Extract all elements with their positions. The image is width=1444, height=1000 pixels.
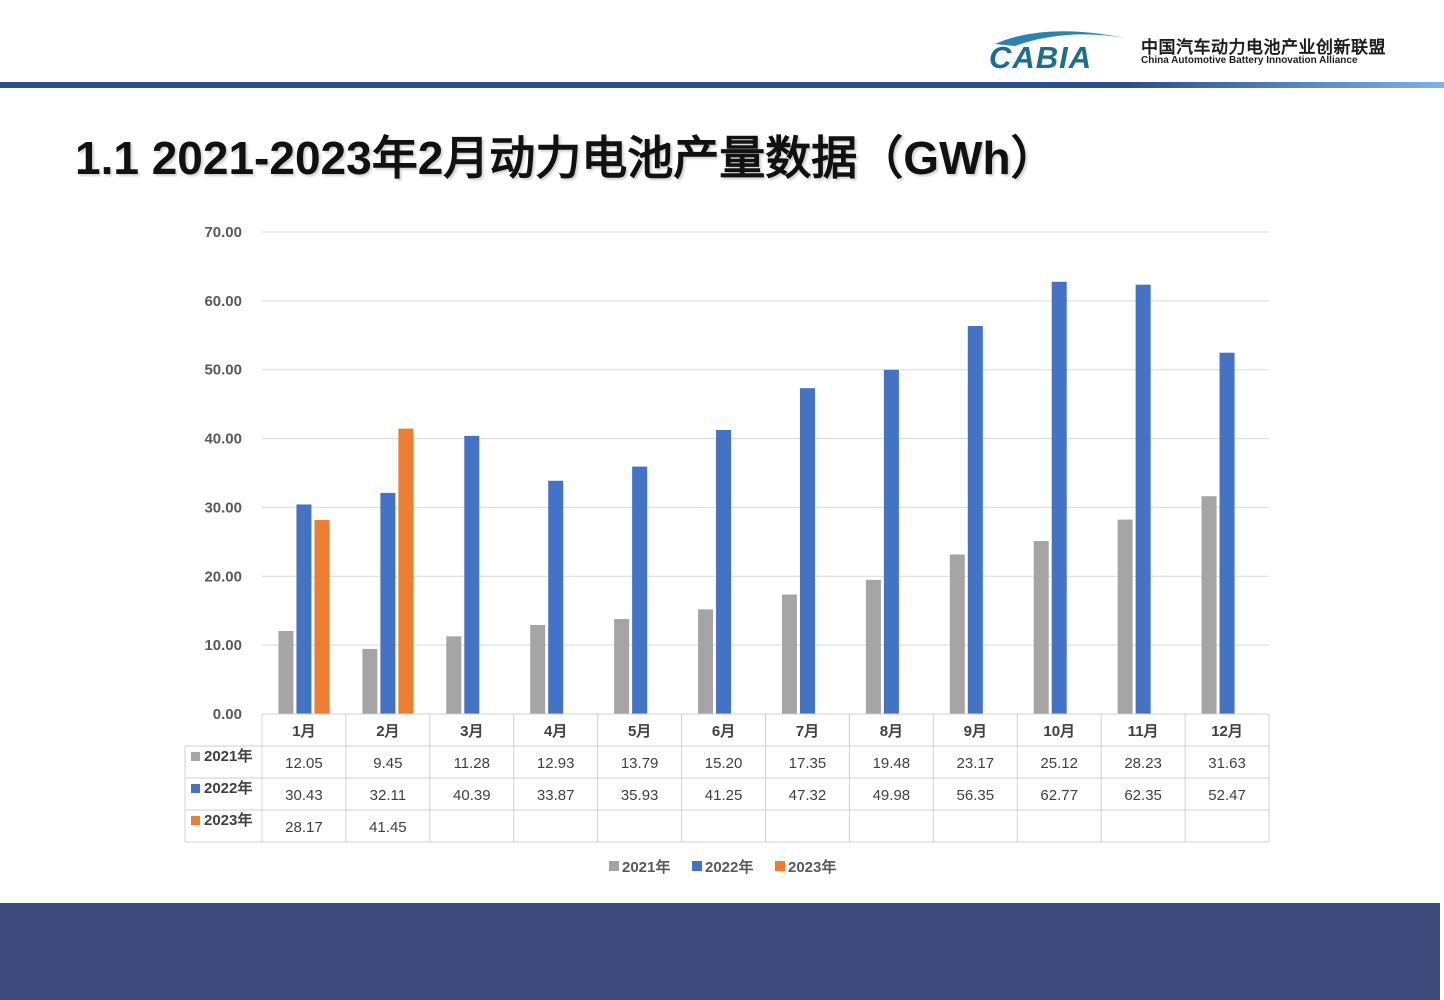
bar-2022年-12月	[1219, 352, 1235, 714]
legend-label: 2021年	[622, 858, 670, 876]
x-tick-label: 8月	[880, 723, 903, 740]
data-table-value: 9.45	[373, 755, 402, 772]
y-tick-label: 60.00	[204, 293, 242, 310]
data-table-value: 41.45	[369, 819, 407, 836]
bar-2022年-3月	[464, 435, 480, 714]
bar-2022年-9月	[967, 325, 983, 714]
data-table-value: 62.35	[1124, 787, 1162, 804]
slide-title: 1.1 2021-2023年2月动力电池产量数据（GWh）	[75, 132, 1057, 184]
data-table-value: 31.63	[1208, 755, 1246, 772]
x-tick-label: 6月	[712, 723, 735, 740]
table-series-label: 2021年	[204, 747, 252, 765]
data-table-value: 33.87	[537, 787, 575, 804]
bar-2022年-11月	[1135, 284, 1151, 714]
legend-key	[692, 861, 702, 871]
y-tick-label: 10.00	[204, 637, 242, 654]
data-table-value: 35.93	[621, 787, 659, 804]
legend-key	[775, 861, 785, 871]
data-table-value: 12.93	[537, 755, 575, 772]
bar-2021年-9月	[949, 554, 965, 714]
y-tick-label: 50.00	[204, 362, 242, 379]
footer-band	[0, 903, 1440, 1000]
data-table-value: 62.77	[1040, 787, 1078, 804]
table-series-label: 2023年	[204, 811, 252, 829]
data-table-value: 49.98	[873, 787, 911, 804]
data-table-value: 25.12	[1040, 755, 1078, 772]
data-table-value: 32.11	[370, 787, 406, 804]
data-table-value: 19.48	[873, 755, 911, 772]
y-tick-label: 20.00	[204, 568, 242, 585]
x-tick-label: 10月	[1043, 723, 1075, 740]
y-tick-label: 70.00	[204, 224, 242, 241]
data-table-value: 17.35	[789, 755, 827, 772]
data-table-value: 52.47	[1208, 787, 1246, 804]
data-table-value: 28.17	[285, 819, 323, 836]
header-divider	[0, 82, 1444, 88]
data-table-value: 56.35	[957, 787, 995, 804]
bar-2022年-10月	[1051, 281, 1067, 714]
data-table-value: 41.25	[705, 787, 743, 804]
x-tick-label: 5月	[628, 723, 651, 740]
data-table-value: 40.39	[453, 787, 491, 804]
org-name-en: China Automotive Battery Innovation Alli…	[1141, 55, 1358, 66]
x-tick-label: 11月	[1128, 723, 1159, 740]
y-tick-label: 0.00	[213, 706, 242, 723]
legend-label: 2023年	[788, 858, 836, 876]
bar-2021年-10月	[1033, 541, 1049, 714]
data-table-value: 13.79	[621, 755, 659, 772]
legend-key	[609, 861, 619, 871]
bar-2021年-11月	[1117, 519, 1133, 714]
x-tick-label: 3月	[460, 723, 483, 740]
bar-2021年-3月	[446, 636, 462, 714]
table-series-label: 2022年	[204, 779, 252, 797]
bar-2021年-4月	[530, 624, 546, 714]
logo-mark: CABIA	[989, 31, 1125, 74]
bar-2022年-2月	[380, 492, 396, 714]
bar-2022年-7月	[799, 388, 815, 714]
bar-2022年-4月	[548, 480, 564, 714]
bar-2021年-6月	[698, 609, 714, 714]
y-tick-label: 40.00	[204, 431, 242, 448]
data-table-value: 11.28	[454, 755, 490, 772]
bar-2021年-1月	[278, 631, 294, 714]
x-tick-label: 7月	[796, 723, 819, 740]
data-table-value: 15.20	[705, 755, 743, 772]
bar-2021年-12月	[1201, 496, 1217, 714]
bar-2022年-1月	[296, 504, 312, 714]
bar-2021年-8月	[865, 579, 881, 714]
table-legend-key	[191, 784, 200, 793]
bar-2023年-1月	[314, 520, 330, 714]
footer-edge	[1440, 903, 1444, 1000]
y-tick-label: 30.00	[204, 499, 242, 516]
bar-2021年-7月	[781, 594, 797, 714]
bar-2023年-2月	[398, 428, 414, 714]
bar-2022年-8月	[883, 369, 899, 714]
table-legend-key	[191, 816, 200, 825]
legend-label: 2022年	[705, 858, 753, 876]
data-table-value: 23.17	[957, 755, 995, 772]
x-tick-label: 4月	[544, 723, 567, 740]
bar-2022年-5月	[632, 466, 648, 714]
x-tick-label: 2月	[376, 723, 399, 740]
bar-2021年-5月	[614, 619, 630, 714]
table-legend-key	[191, 752, 200, 761]
cabia-logo: CABIA 中国汽车动力电池产业创新联盟 China Automotive Ba…	[985, 22, 1405, 74]
data-table-value: 28.23	[1124, 755, 1162, 772]
org-name-cn: 中国汽车动力电池产业创新联盟	[1141, 38, 1386, 57]
data-table-value: 30.43	[285, 787, 323, 804]
bar-2021年-2月	[362, 648, 378, 714]
data-table-value: 12.05	[285, 755, 323, 772]
x-tick-label: 9月	[964, 723, 987, 740]
x-tick-label: 1月	[292, 723, 315, 740]
data-table-value: 47.32	[789, 787, 827, 804]
x-tick-label: 12月	[1211, 723, 1243, 740]
bar-2022年-6月	[716, 429, 732, 714]
logo-text: CABIA	[989, 40, 1092, 74]
